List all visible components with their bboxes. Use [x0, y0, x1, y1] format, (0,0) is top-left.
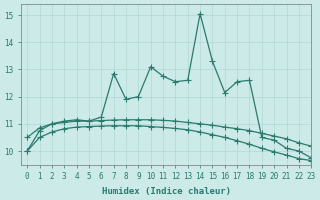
X-axis label: Humidex (Indice chaleur): Humidex (Indice chaleur): [102, 187, 231, 196]
